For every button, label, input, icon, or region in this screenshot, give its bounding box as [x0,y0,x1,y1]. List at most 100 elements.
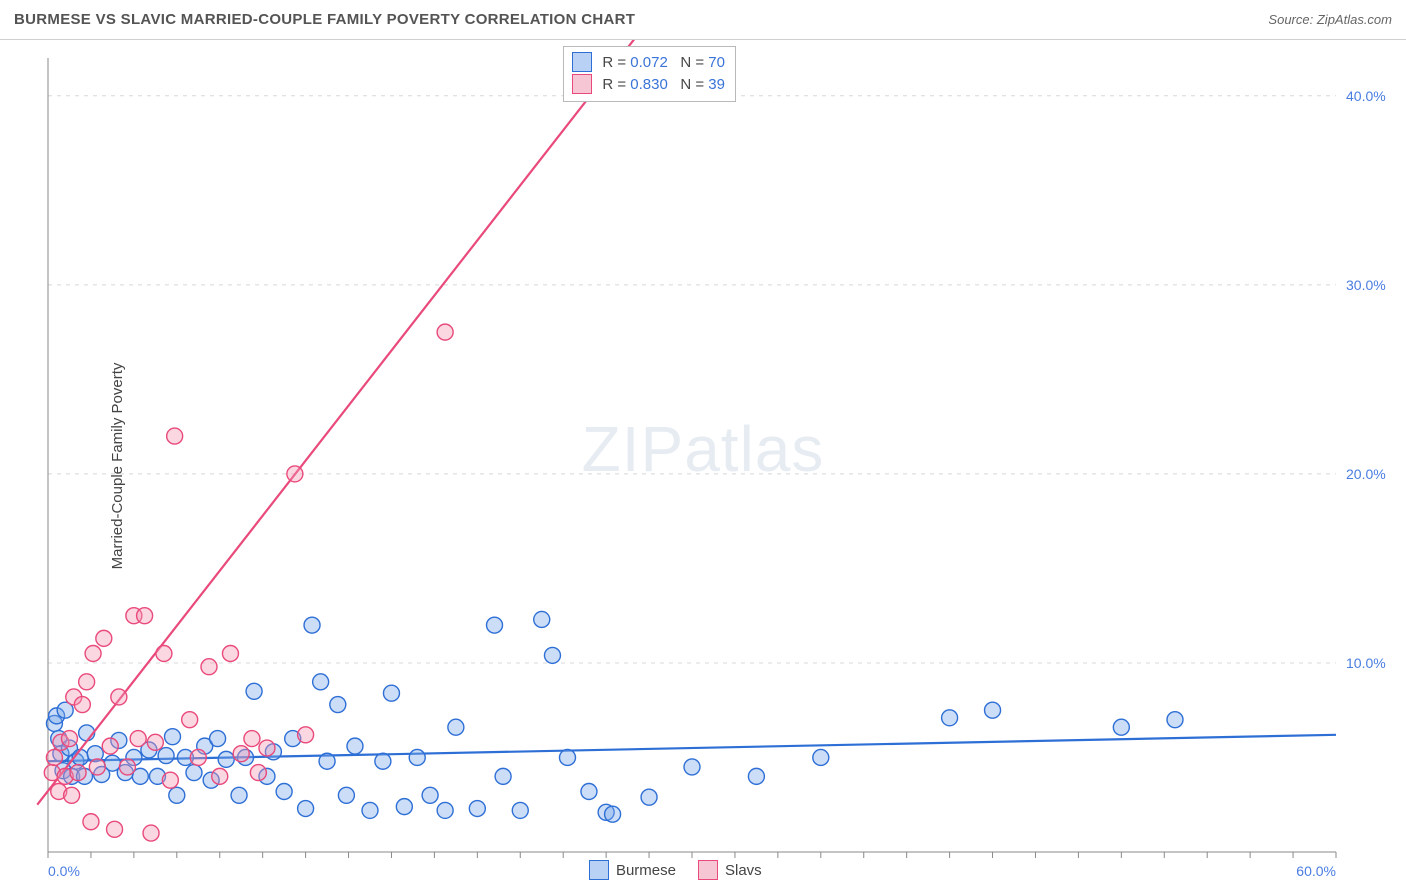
trend-line [37,40,649,805]
data-point [74,697,90,713]
y-tick-label: 30.0% [1346,277,1386,293]
data-point [409,749,425,765]
data-point [383,685,399,701]
data-point [137,608,153,624]
data-point [748,768,764,784]
series-legend: Burmese Slavs [589,860,762,880]
data-point [448,719,464,735]
data-point [46,749,62,765]
data-point [231,787,247,803]
data-point [813,749,829,765]
legend-item: Burmese [589,860,676,880]
data-point [581,784,597,800]
data-point [313,674,329,690]
data-point [64,787,80,803]
legend-swatch [572,74,592,94]
data-point [244,731,260,747]
data-point [559,749,575,765]
data-point [190,749,206,765]
x-tick-label: 60.0% [1296,863,1336,879]
data-point [985,702,1001,718]
data-point [182,712,198,728]
data-point [165,729,181,745]
data-point [942,710,958,726]
data-point [89,759,105,775]
data-point [469,801,485,817]
data-point [156,646,172,662]
legend-swatch [698,860,718,880]
scatter-plot: 10.0% 20.0% 30.0% 40.0% 0.0% 60.0% [0,40,1406,892]
y-axis-label: Married-Couple Family Poverty [109,363,126,570]
data-point [259,740,275,756]
data-point [1113,719,1129,735]
data-point [605,806,621,822]
data-point [330,697,346,713]
source-attribution: Source: ZipAtlas.com [1268,12,1392,27]
data-point [83,814,99,830]
legend-swatch [572,52,592,72]
source-name: ZipAtlas.com [1317,12,1392,27]
data-point [186,765,202,781]
data-point [70,765,86,781]
data-point [298,801,314,817]
data-point [375,753,391,769]
data-point [487,617,503,633]
data-point [246,683,262,699]
data-point [298,727,314,743]
data-point [201,659,217,675]
data-point [362,802,378,818]
data-point [396,799,412,815]
correlation-legend: R = 0.072 N = 70 R = 0.830 N = 39 [563,46,736,102]
data-point [641,789,657,805]
y-tick-label: 10.0% [1346,655,1386,671]
data-point [102,738,118,754]
legend-row: R = 0.830 N = 39 [572,73,725,95]
data-point [107,821,123,837]
data-point [250,765,266,781]
data-point [212,768,228,784]
legend-swatch [589,860,609,880]
data-point [119,759,135,775]
data-point [347,738,363,754]
data-point [422,787,438,803]
data-point [222,646,238,662]
chart-title: BURMESE VS SLAVIC MARRIED-COUPLE FAMILY … [14,11,635,28]
data-point [210,731,226,747]
legend-row: R = 0.072 N = 70 [572,51,725,73]
data-point [544,647,560,663]
data-point [437,802,453,818]
data-point [130,731,146,747]
data-point [1167,712,1183,728]
data-point [218,751,234,767]
data-point [147,734,163,750]
data-point [143,825,159,841]
data-point [233,746,249,762]
y-tick-label: 20.0% [1346,466,1386,482]
data-point [534,611,550,627]
data-point [61,731,77,747]
data-point [169,787,185,803]
data-point [276,784,292,800]
data-point [167,428,183,444]
data-point [96,630,112,646]
data-point [162,772,178,788]
x-tick-label: 0.0% [48,863,80,879]
legend-item: Slavs [698,860,762,880]
data-point [338,787,354,803]
data-point [158,748,174,764]
data-point [495,768,511,784]
chart-area: Married-Couple Family Poverty ZIPatlas 1… [0,40,1406,892]
data-point [319,753,335,769]
data-point [85,646,101,662]
y-tick-label: 40.0% [1346,88,1386,104]
data-point [684,759,700,775]
chart-header: BURMESE VS SLAVIC MARRIED-COUPLE FAMILY … [0,0,1406,40]
source-label: Source: [1268,12,1313,27]
data-point [437,324,453,340]
legend-label: Slavs [725,862,762,879]
data-point [287,466,303,482]
data-point [111,689,127,705]
data-point [304,617,320,633]
data-point [79,674,95,690]
legend-label: Burmese [616,862,676,879]
